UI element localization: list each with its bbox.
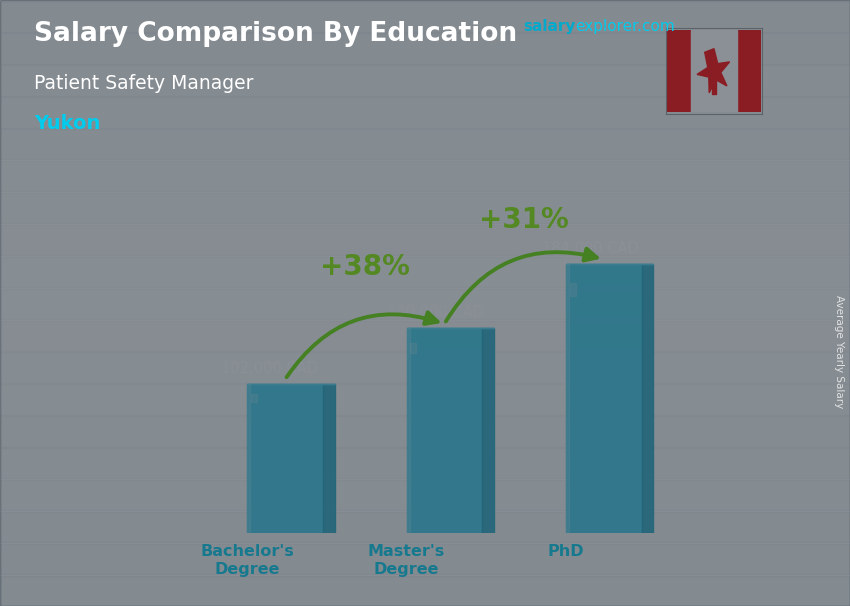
Bar: [0, 480, 850, 510]
Polygon shape: [482, 328, 494, 533]
Bar: [737, 30, 761, 112]
Bar: [0, 98, 850, 128]
Bar: [0, 257, 850, 287]
Bar: [0, 225, 850, 255]
Text: salary: salary: [523, 19, 575, 35]
Bar: [406, 328, 410, 533]
Text: Salary Comparison By Education: Salary Comparison By Education: [34, 21, 517, 47]
Text: +31%: +31%: [479, 206, 569, 234]
Bar: [251, 395, 257, 402]
Bar: [0, 193, 850, 223]
Bar: [0, 576, 850, 606]
Text: 184,000 CAD: 184,000 CAD: [542, 241, 638, 256]
Bar: [566, 264, 642, 533]
Bar: [667, 30, 690, 112]
Text: 140,000 CAD: 140,000 CAD: [387, 305, 484, 320]
Polygon shape: [323, 384, 335, 533]
Bar: [570, 282, 575, 296]
Bar: [690, 30, 737, 112]
Bar: [247, 384, 323, 533]
Bar: [0, 288, 850, 319]
Bar: [0, 2, 850, 32]
Bar: [0, 512, 850, 542]
Text: Patient Safety Manager: Patient Safety Manager: [34, 74, 253, 93]
Bar: [0, 321, 850, 351]
Polygon shape: [642, 264, 654, 533]
Bar: [711, 79, 717, 94]
Text: Average Yearly Salary: Average Yearly Salary: [834, 295, 844, 408]
Bar: [411, 342, 416, 353]
Bar: [0, 129, 850, 159]
Bar: [566, 264, 569, 533]
Bar: [0, 33, 850, 64]
Text: +38%: +38%: [320, 253, 410, 281]
Bar: [0, 448, 850, 478]
Bar: [0, 384, 850, 415]
Bar: [406, 328, 482, 533]
Polygon shape: [697, 48, 729, 93]
Text: explorer.com: explorer.com: [575, 19, 675, 35]
Bar: [0, 416, 850, 447]
Bar: [247, 384, 250, 533]
Bar: [0, 353, 850, 383]
Text: Yukon: Yukon: [34, 114, 100, 133]
Bar: [0, 544, 850, 574]
Bar: [0, 161, 850, 191]
Text: 102,000 CAD: 102,000 CAD: [221, 361, 318, 376]
Bar: [0, 65, 850, 96]
